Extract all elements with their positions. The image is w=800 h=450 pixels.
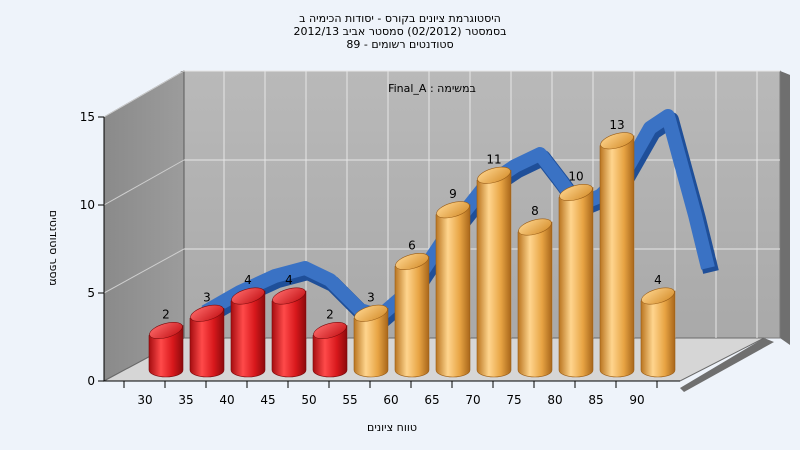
bar-top xyxy=(641,287,675,305)
y-tick-label-1: 5 xyxy=(87,286,95,300)
bar-top xyxy=(149,322,183,340)
value-label-80: 10 xyxy=(568,170,583,184)
x-tick-label-12: 90 xyxy=(629,393,644,407)
x-axis-label: טווח ציונים xyxy=(367,421,417,434)
bar-40 xyxy=(230,287,266,378)
value-label-85: 13 xyxy=(609,118,624,132)
bar-35 xyxy=(189,304,225,378)
bar-body xyxy=(599,135,635,378)
chart-titles: היסטוגרמת ציונים בקורס - יסודות הכימיה ב… xyxy=(293,12,506,51)
bar-body xyxy=(435,204,471,378)
bar-body xyxy=(353,307,389,378)
bar-55 xyxy=(353,304,389,378)
bar-top xyxy=(190,304,224,322)
chart-title-line-1: היסטוגרמת ציונים בקורס - יסודות הכימיה ב xyxy=(299,12,501,25)
grid-line-left-2 xyxy=(103,159,185,206)
bars xyxy=(148,132,676,378)
bar-top xyxy=(518,218,552,236)
bar-75 xyxy=(517,218,553,378)
bar-90 xyxy=(640,287,676,378)
bar-body xyxy=(394,256,430,378)
bar-top xyxy=(436,201,470,219)
chart-subtitle: במשימה : Final_A xyxy=(388,82,476,95)
bar-85 xyxy=(599,132,635,378)
y-axis-label: מספר סטודנטים xyxy=(47,210,60,286)
distribution-curve xyxy=(201,109,719,328)
grid-line-left-3 xyxy=(103,70,185,118)
bar-top xyxy=(477,166,511,184)
curve-ribbon xyxy=(201,109,715,323)
x-tick-label-6: 60 xyxy=(383,393,398,407)
bar-50 xyxy=(312,322,348,378)
x-tick-label-2: 40 xyxy=(219,393,234,407)
value-label-70: 11 xyxy=(486,152,501,166)
shadow-right xyxy=(780,71,790,345)
bar-top xyxy=(395,253,429,271)
x-tick-label-7: 65 xyxy=(424,393,439,407)
bar-65 xyxy=(435,201,471,378)
grid-line-left-1 xyxy=(103,248,185,294)
bar-80 xyxy=(558,184,594,378)
bar-top xyxy=(231,287,265,305)
x-tick-label-11: 85 xyxy=(588,393,603,407)
bar-body xyxy=(476,169,512,378)
x-tick-label-5: 55 xyxy=(342,393,357,407)
y-ticks: 0 5 10 15 xyxy=(80,110,104,388)
bar-30 xyxy=(148,322,184,378)
bar-body xyxy=(230,290,266,378)
chart-title-line-2: בסמסטר (02/2012) סמסטר אביב 2012/13 xyxy=(293,25,506,38)
value-label-55: 3 xyxy=(367,290,375,304)
x-tick-label-1: 35 xyxy=(178,393,193,407)
y-tick-label-0: 0 xyxy=(87,374,95,388)
y-tick-label-3: 15 xyxy=(80,110,95,124)
bar-60 xyxy=(394,253,430,378)
bar-body xyxy=(558,187,594,378)
value-label-60: 6 xyxy=(408,239,416,253)
bar-top xyxy=(272,287,306,305)
bar-45 xyxy=(271,287,307,378)
bar-body xyxy=(517,221,553,378)
axes: 0 5 10 15 30 35 40 45 50 55 60 65 70 75 80 85 90 טווח צ… xyxy=(47,110,680,434)
x-tick-label-10: 80 xyxy=(547,393,562,407)
x-tick-label-9: 75 xyxy=(506,393,521,407)
y-tick-label-2: 10 xyxy=(80,198,95,212)
x-tick-label-4: 50 xyxy=(301,393,316,407)
shadow-floor xyxy=(680,338,774,392)
value-labels: 2 3 4 4 2 3 6 9 11 8 10 13 4 xyxy=(162,118,662,322)
bar-top xyxy=(354,304,388,322)
x-tick-label-8: 70 xyxy=(465,393,480,407)
x-ticks: 30 35 40 45 50 55 60 65 70 75 80 85 90 xyxy=(123,381,658,407)
bar-top xyxy=(600,132,634,150)
value-label-30: 2 xyxy=(162,308,170,322)
value-label-75: 8 xyxy=(531,204,539,218)
value-label-45: 4 xyxy=(285,273,293,287)
value-label-50: 2 xyxy=(326,308,334,322)
bar-body xyxy=(189,307,225,378)
value-label-40: 4 xyxy=(244,273,252,287)
value-label-35: 3 xyxy=(203,290,211,304)
chart-title-line-3: סטודנטים רשומים - 89 xyxy=(346,38,453,51)
value-label-65: 9 xyxy=(449,187,457,201)
bar-body xyxy=(640,290,676,378)
x-tick-label-0: 30 xyxy=(137,393,152,407)
bar-body xyxy=(271,290,307,378)
bar-top xyxy=(313,322,347,340)
x-tick-label-3: 45 xyxy=(260,393,275,407)
bar-top xyxy=(559,184,593,202)
bar-70 xyxy=(476,166,512,378)
value-label-90: 4 xyxy=(654,273,662,287)
